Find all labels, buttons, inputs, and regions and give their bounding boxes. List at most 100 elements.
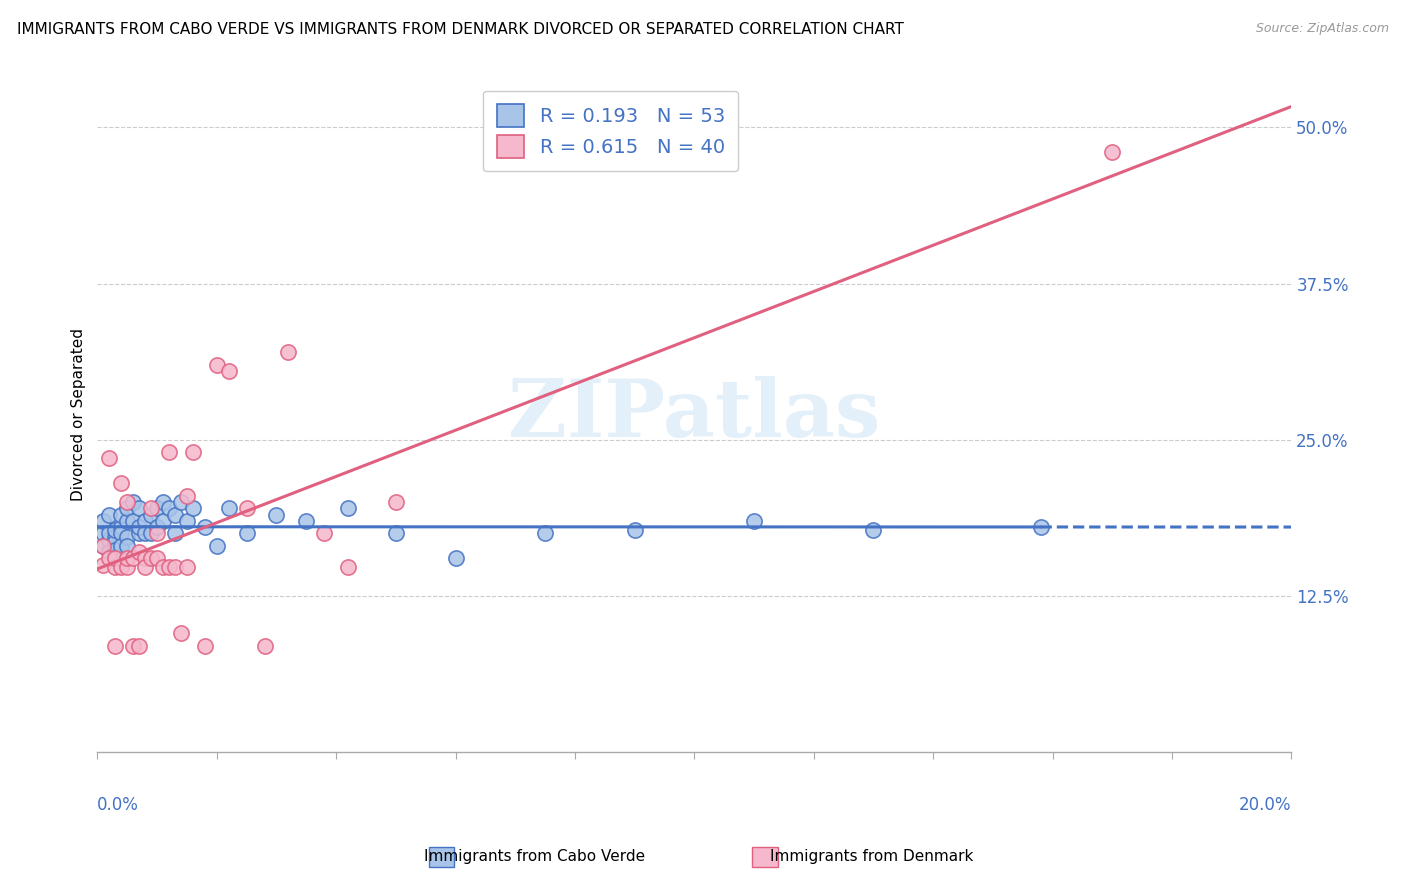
Point bbox=[146, 520, 169, 534]
Text: Immigrants from Cabo Verde: Immigrants from Cabo Verde bbox=[423, 849, 645, 863]
Point bbox=[146, 551, 169, 566]
Point bbox=[122, 495, 145, 509]
Text: Source: ZipAtlas.com: Source: ZipAtlas.com bbox=[1256, 22, 1389, 36]
Point bbox=[115, 551, 138, 566]
Point bbox=[163, 508, 186, 522]
Point bbox=[623, 523, 645, 537]
Point bbox=[170, 626, 193, 640]
Point bbox=[181, 445, 204, 459]
Text: Immigrants from Denmark: Immigrants from Denmark bbox=[770, 849, 973, 863]
Point bbox=[266, 508, 288, 522]
Point bbox=[91, 526, 114, 541]
Point bbox=[104, 530, 127, 544]
Point bbox=[194, 639, 217, 653]
Point bbox=[104, 560, 127, 574]
Point bbox=[139, 508, 162, 522]
Point bbox=[146, 526, 169, 541]
Point bbox=[122, 551, 145, 566]
Point bbox=[98, 551, 121, 566]
Point bbox=[235, 526, 257, 541]
Point bbox=[742, 514, 765, 528]
Point bbox=[295, 514, 318, 528]
Point bbox=[110, 476, 132, 491]
Point bbox=[253, 639, 276, 653]
Point bbox=[128, 545, 150, 559]
Point bbox=[385, 526, 408, 541]
Point bbox=[110, 526, 132, 541]
Point bbox=[176, 514, 198, 528]
Point bbox=[337, 501, 360, 516]
Legend: R = 0.193   N = 53, R = 0.615   N = 40: R = 0.193 N = 53, R = 0.615 N = 40 bbox=[484, 90, 738, 171]
Point bbox=[104, 639, 127, 653]
Point bbox=[98, 451, 121, 466]
Point bbox=[98, 508, 121, 522]
Point bbox=[139, 526, 162, 541]
Point bbox=[157, 445, 180, 459]
Point bbox=[314, 526, 336, 541]
Point bbox=[152, 514, 174, 528]
Point bbox=[104, 551, 127, 566]
Point bbox=[157, 501, 180, 516]
Point bbox=[91, 539, 114, 553]
Point bbox=[115, 560, 138, 574]
Point bbox=[444, 551, 467, 566]
Point bbox=[152, 495, 174, 509]
Point bbox=[91, 514, 114, 528]
Point bbox=[128, 526, 150, 541]
Text: ZIPatlas: ZIPatlas bbox=[508, 376, 880, 454]
Point bbox=[98, 526, 121, 541]
Point bbox=[534, 526, 557, 541]
Point bbox=[110, 508, 132, 522]
Point bbox=[139, 501, 162, 516]
Point bbox=[862, 523, 884, 537]
Point bbox=[139, 551, 162, 566]
Text: 0.0%: 0.0% bbox=[97, 796, 139, 814]
Point bbox=[110, 539, 132, 553]
Point bbox=[181, 501, 204, 516]
Point bbox=[235, 501, 257, 516]
Point bbox=[128, 520, 150, 534]
Point bbox=[98, 545, 121, 559]
Point bbox=[115, 530, 138, 544]
Point bbox=[218, 501, 240, 516]
Point bbox=[98, 533, 121, 547]
Point bbox=[205, 539, 228, 553]
Point bbox=[218, 364, 240, 378]
Point bbox=[146, 501, 169, 516]
Point bbox=[170, 495, 193, 509]
Point bbox=[385, 495, 408, 509]
Point bbox=[152, 560, 174, 574]
Point bbox=[115, 495, 138, 509]
Point bbox=[134, 526, 156, 541]
Point bbox=[176, 560, 198, 574]
Point bbox=[91, 558, 114, 572]
Point bbox=[176, 489, 198, 503]
Point bbox=[1101, 145, 1123, 160]
Point bbox=[104, 523, 127, 537]
Point bbox=[163, 526, 186, 541]
Point bbox=[104, 542, 127, 557]
Point bbox=[157, 560, 180, 574]
Point bbox=[110, 560, 132, 574]
Point bbox=[277, 345, 299, 359]
Point bbox=[134, 514, 156, 528]
Point bbox=[122, 639, 145, 653]
Point bbox=[110, 520, 132, 534]
Text: IMMIGRANTS FROM CABO VERDE VS IMMIGRANTS FROM DENMARK DIVORCED OR SEPARATED CORR: IMMIGRANTS FROM CABO VERDE VS IMMIGRANTS… bbox=[17, 22, 904, 37]
Point bbox=[205, 358, 228, 372]
Point bbox=[194, 520, 217, 534]
Point bbox=[337, 560, 360, 574]
Point bbox=[91, 539, 114, 553]
Point bbox=[122, 514, 145, 528]
Point bbox=[115, 501, 138, 516]
Point bbox=[134, 560, 156, 574]
Point bbox=[1029, 520, 1052, 534]
Text: 20.0%: 20.0% bbox=[1239, 796, 1291, 814]
Y-axis label: Divorced or Separated: Divorced or Separated bbox=[72, 328, 86, 501]
Point bbox=[115, 514, 138, 528]
Point bbox=[128, 639, 150, 653]
Point bbox=[134, 551, 156, 566]
Point bbox=[104, 551, 127, 566]
Point bbox=[163, 560, 186, 574]
Point bbox=[104, 535, 127, 549]
